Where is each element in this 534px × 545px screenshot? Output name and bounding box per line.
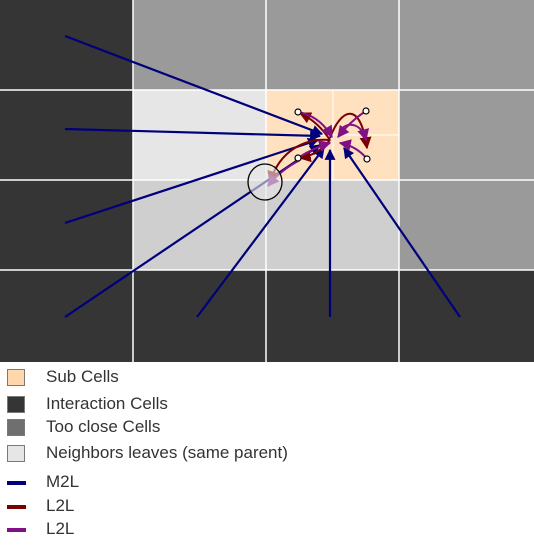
sub-cell-center-marker: [362, 107, 370, 115]
too-close-cell: [133, 0, 266, 90]
legend-label: Interaction Cells: [46, 394, 168, 413]
legend-label: M2L: [46, 472, 80, 491]
neighbor-leaf-cell: [266, 180, 399, 270]
interaction-cell: [133, 270, 266, 362]
sub-cell-centers: [294, 107, 371, 163]
legend-label: Too close Cells: [46, 417, 161, 436]
legend-item-m2l: M2L: [0, 471, 534, 493]
l2l-red-line-swatch: [7, 505, 26, 509]
m2l-arrow: [64, 137, 320, 225]
sub-cell-center-marker: [294, 154, 302, 162]
interaction-cell: [0, 0, 133, 90]
too-close-cell: [399, 0, 534, 90]
m2l-arrow: [64, 127, 322, 142]
sub-cell-center-marker: [363, 155, 371, 163]
target-leaf-circle: [247, 163, 283, 201]
grid-lines: [0, 0, 534, 362]
m2l-arrow: [196, 147, 325, 318]
l2l-arrow: [339, 123, 370, 142]
l2l-purple-line-swatch: [7, 528, 26, 532]
sub-cell-center-marker: [294, 108, 302, 116]
legend-item-interaction-cells: Interaction Cells: [0, 393, 534, 415]
legend-item-l2l-red: L2L: [0, 495, 534, 517]
interaction-cell: [0, 90, 133, 180]
legend-label: L2L: [46, 519, 75, 538]
l2l-arrow: [297, 111, 333, 139]
legend: Sub Cells Interaction Cells Too close Ce…: [0, 362, 534, 545]
legend-label: L2L: [46, 496, 75, 515]
too-close-cells-swatch: [7, 419, 25, 436]
fmm-diagram: [0, 0, 534, 362]
legend-label: Neighbors leaves (same parent): [46, 443, 288, 462]
legend-item-neighbor-leaves: Neighbors leaves (same parent): [0, 442, 534, 464]
interaction-cell: [399, 270, 534, 362]
interaction-cell: [266, 270, 399, 362]
legend-item-too-close-cells: Too close Cells: [0, 416, 534, 438]
too-close-cell: [399, 180, 534, 270]
neighbor-leaves-swatch: [7, 445, 25, 462]
too-close-cell: [266, 0, 399, 90]
m2l-arrow: [343, 147, 461, 318]
m2l-line-swatch: [7, 481, 26, 485]
legend-label: Sub Cells: [46, 367, 119, 386]
sub-cells-swatch: [7, 369, 25, 386]
too-close-cell: [399, 90, 534, 180]
legend-item-sub-cells: Sub Cells: [0, 366, 534, 388]
interaction-cell: [0, 180, 133, 270]
interaction-cells-swatch: [7, 396, 25, 413]
m2l-arrow: [64, 34, 324, 136]
legend-item-l2l-purple: L2L: [0, 518, 534, 540]
